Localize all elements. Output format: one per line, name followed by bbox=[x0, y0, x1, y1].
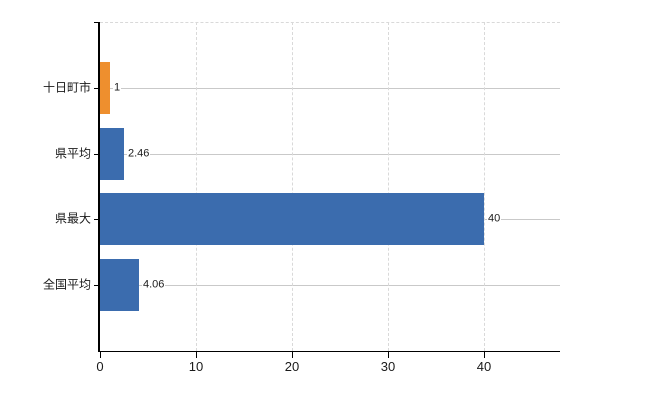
vertical-gridline bbox=[196, 22, 197, 351]
y-axis-line bbox=[98, 22, 100, 352]
category-label: 全国平均 bbox=[42, 277, 91, 292]
x-axis-tick bbox=[100, 352, 101, 358]
bar bbox=[100, 127, 124, 180]
x-axis-tick bbox=[484, 352, 485, 358]
bar bbox=[100, 193, 484, 246]
x-axis-tick-label: 0 bbox=[96, 359, 104, 374]
x-axis-tick bbox=[388, 352, 389, 358]
category-label: 十日町市 bbox=[42, 80, 91, 95]
category-label: 県平均 bbox=[54, 146, 91, 161]
x-axis-tick-label: 40 bbox=[476, 359, 492, 374]
plot-top-border bbox=[100, 22, 560, 23]
value-label: 2.46 bbox=[127, 147, 151, 161]
x-axis-tick-label: 10 bbox=[188, 359, 204, 374]
y-axis-tick bbox=[94, 88, 100, 89]
bar bbox=[100, 259, 139, 312]
x-axis-line bbox=[98, 351, 560, 352]
x-axis-tick bbox=[196, 352, 197, 358]
y-axis-tick bbox=[94, 285, 100, 286]
horizontal-gridline bbox=[100, 87, 560, 89]
x-axis-tick-label: 20 bbox=[284, 359, 300, 374]
x-axis-tick bbox=[292, 352, 293, 358]
plot-area: 1 2.46 40 4.06 bbox=[100, 22, 560, 351]
vertical-gridline bbox=[484, 22, 485, 351]
vertical-gridline bbox=[292, 22, 293, 351]
bar bbox=[100, 61, 110, 114]
horizontal-gridline bbox=[100, 153, 560, 155]
value-label: 1 bbox=[113, 81, 122, 95]
x-axis-tick-label: 30 bbox=[380, 359, 396, 374]
category-label: 県最大 bbox=[54, 211, 91, 226]
vertical-gridline bbox=[388, 22, 389, 351]
value-label: 40 bbox=[487, 212, 502, 226]
y-axis-end-tick bbox=[94, 22, 100, 23]
y-axis-tick bbox=[94, 219, 100, 220]
value-label: 4.06 bbox=[142, 278, 166, 292]
y-axis-tick bbox=[94, 154, 100, 155]
horizontal-gridline bbox=[100, 285, 560, 287]
